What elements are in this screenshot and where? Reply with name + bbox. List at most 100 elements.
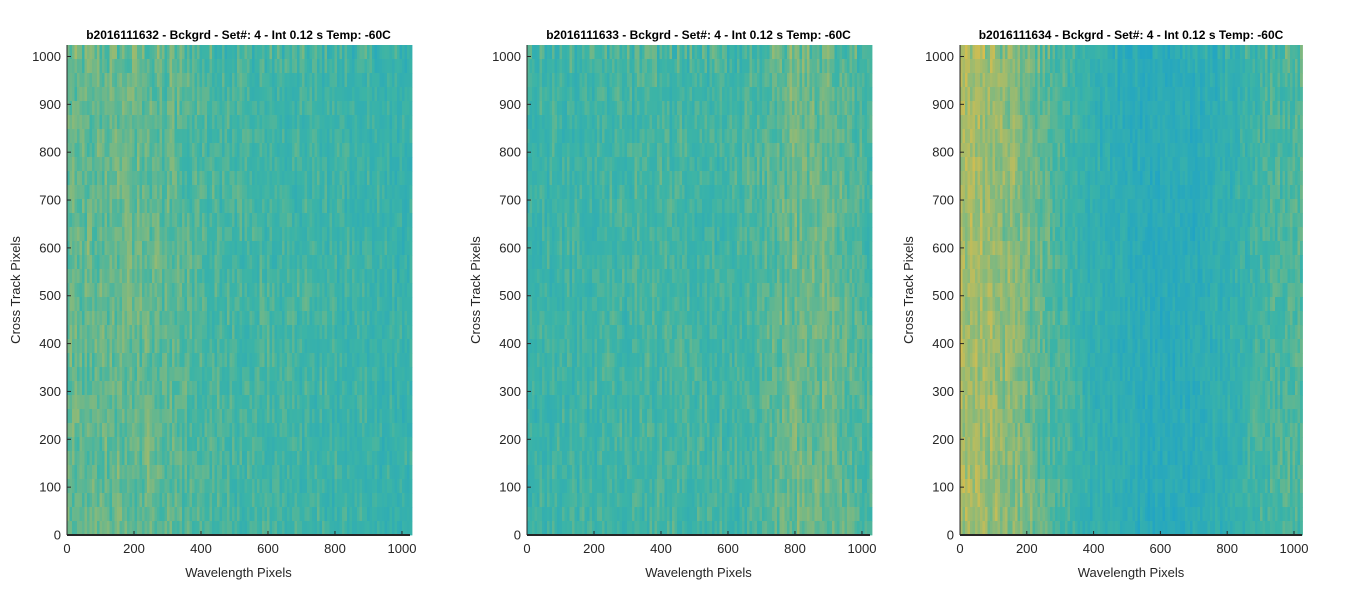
heatmap-cell — [257, 199, 260, 214]
heatmap-cell — [377, 115, 380, 130]
heatmap-cell — [617, 45, 620, 60]
heatmap-cell — [122, 353, 125, 368]
heatmap-cell — [69, 353, 73, 368]
heatmap-cell — [207, 353, 210, 368]
heatmap-cell — [367, 185, 370, 200]
heatmap-cell — [327, 479, 330, 494]
heatmap-cell — [142, 227, 145, 242]
heatmap-cell — [232, 353, 235, 368]
heatmap-cell — [344, 269, 348, 284]
heatmap-cell — [157, 101, 160, 116]
heatmap-cell — [349, 115, 353, 130]
heatmap-cell — [319, 255, 323, 270]
heatmap-cell — [94, 437, 98, 452]
heatmap-cell — [277, 45, 280, 60]
heatmap-cell — [307, 241, 310, 256]
heatmap-cell — [122, 437, 125, 452]
heatmap-cell — [239, 437, 243, 452]
heatmap-cell — [312, 507, 315, 522]
heatmap-cell — [102, 381, 105, 396]
heatmap-cell — [367, 367, 370, 382]
heatmap-cell — [339, 45, 343, 60]
heatmap-cell — [69, 311, 73, 326]
heatmap-cell — [357, 227, 360, 242]
heatmap-cell — [89, 353, 93, 368]
heatmap-cell — [237, 437, 240, 452]
heatmap-cell — [282, 297, 285, 312]
heatmap-cell — [359, 213, 363, 228]
heatmap-cell — [312, 395, 315, 410]
heatmap-cell — [284, 325, 288, 340]
heatmap-cell — [222, 59, 225, 74]
heatmap-cell — [299, 479, 303, 494]
heatmap-cell — [122, 255, 125, 270]
heatmap-cell — [359, 311, 363, 326]
heatmap-cell — [332, 87, 335, 102]
heatmap-cell — [82, 423, 85, 438]
heatmap-cell — [399, 325, 403, 340]
heatmap-cell — [164, 143, 168, 158]
heatmap-cell — [772, 45, 775, 60]
heatmap-cell — [229, 437, 233, 452]
heatmap-cell — [342, 227, 345, 242]
heatmap-cell — [69, 479, 73, 494]
heatmap-cell — [342, 353, 345, 368]
heatmap-cell — [69, 157, 73, 172]
heatmap-cell — [237, 255, 240, 270]
heatmap-cell — [329, 157, 333, 172]
heatmap-cell — [369, 325, 373, 340]
heatmap-cell — [307, 129, 310, 144]
heatmap-cell — [134, 367, 138, 382]
heatmap-cell — [84, 227, 88, 242]
heatmap-cell — [114, 87, 118, 102]
heatmap-cell — [242, 339, 245, 354]
heatmap-cell — [159, 73, 163, 88]
heatmap-cell — [254, 367, 258, 382]
heatmap-cell — [262, 479, 265, 494]
heatmap-cell — [262, 185, 265, 200]
heatmap-cell — [167, 185, 170, 200]
heatmap-cell — [397, 325, 400, 340]
heatmap-cell — [399, 241, 403, 256]
heatmap-cell — [334, 423, 338, 438]
heatmap-cell — [397, 255, 400, 270]
heatmap-cell — [197, 521, 200, 536]
heatmap-cell — [247, 297, 250, 312]
heatmap-cell — [104, 227, 108, 242]
heatmap-cell — [399, 297, 403, 312]
heatmap-cell — [102, 339, 105, 354]
heatmap-cell — [217, 465, 220, 480]
heatmap-cell — [274, 479, 278, 494]
heatmap-cell — [174, 269, 178, 284]
heatmap-cell — [262, 297, 265, 312]
heatmap-cell — [392, 59, 395, 74]
heatmap-cell — [192, 353, 195, 368]
heatmap-cell — [362, 269, 365, 284]
heatmap-cell — [347, 521, 350, 536]
heatmap-cell — [264, 87, 268, 102]
heatmap-cell — [309, 129, 313, 144]
heatmap-cell — [197, 87, 200, 102]
heatmap-cell — [157, 423, 160, 438]
heatmap-cell — [119, 367, 123, 382]
heatmap-cell — [267, 493, 270, 508]
heatmap-cell — [69, 73, 73, 88]
heatmap-cell — [364, 269, 368, 284]
heatmap-cell — [89, 339, 93, 354]
heatmap-cell — [267, 479, 270, 494]
heatmap-cell — [312, 283, 315, 298]
heatmap-cell — [407, 213, 410, 228]
heatmap-cell — [277, 227, 280, 242]
heatmap-cell — [354, 353, 358, 368]
heatmap-cell — [254, 185, 258, 200]
heatmap-cell — [262, 101, 265, 116]
heatmap-cell — [237, 185, 240, 200]
heatmap-cell — [312, 101, 315, 116]
heatmap-cell — [189, 311, 193, 326]
heatmap-cell — [234, 171, 238, 186]
heatmap-cell — [204, 255, 208, 270]
heatmap-cell — [407, 269, 410, 284]
heatmap-cell — [129, 157, 133, 172]
heatmap-cell — [297, 507, 300, 522]
heatmap-cell — [384, 409, 388, 424]
